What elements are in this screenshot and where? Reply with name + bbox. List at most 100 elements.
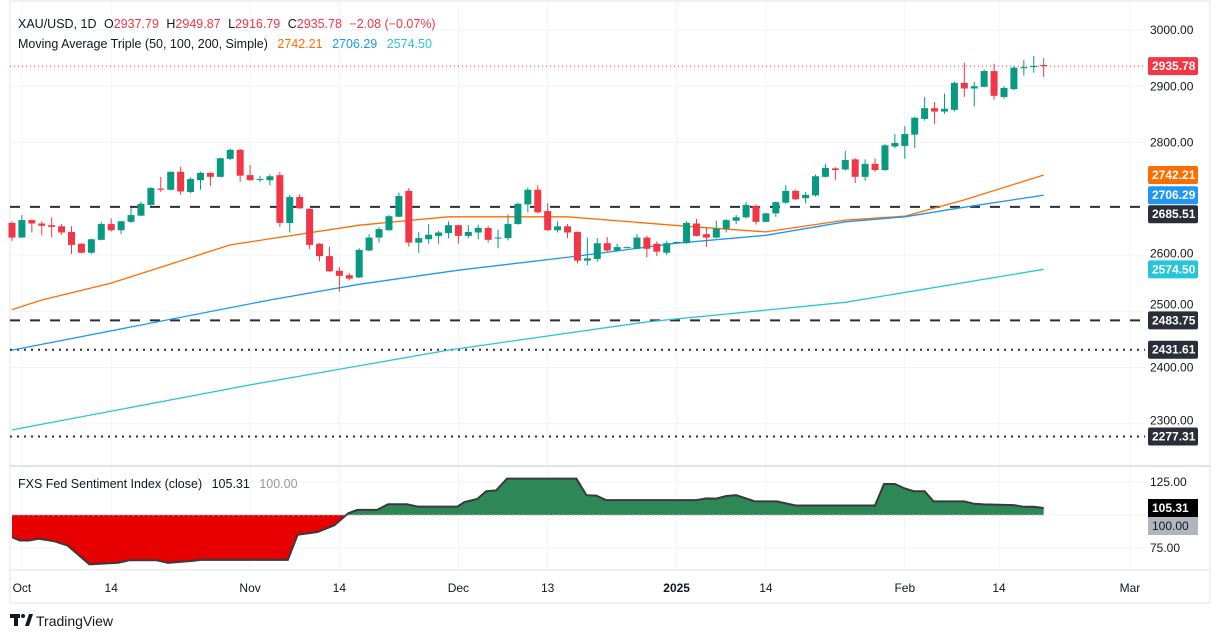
candle[interactable] [276,171,284,227]
candle[interactable] [603,237,611,252]
candle[interactable] [325,246,333,272]
symbol-label[interactable]: XAU/USD, 1D [18,17,97,31]
candle[interactable] [316,243,324,262]
candle[interactable] [206,172,214,186]
candle[interactable] [1040,58,1048,77]
candle[interactable] [573,231,581,264]
sentiment-line[interactable] [11,477,1044,566]
candle[interactable] [474,224,482,240]
candle[interactable] [782,185,790,204]
candle[interactable] [196,171,204,190]
candle[interactable] [643,235,651,258]
candle[interactable] [554,221,562,233]
candle[interactable] [335,266,343,292]
candle[interactable] [18,215,26,238]
price-tag[interactable]: 2431.61 [1148,340,1198,359]
candle[interactable] [216,157,224,178]
candle[interactable] [524,187,532,213]
candle[interactable] [851,158,859,183]
ma-line-ma200[interactable] [11,268,1044,431]
price-tag[interactable]: 2483.75 [1148,311,1198,330]
candle[interactable] [593,238,601,262]
candle[interactable] [673,241,681,244]
candle[interactable] [355,248,363,279]
candle[interactable] [167,171,175,191]
candle[interactable] [732,215,740,225]
candle[interactable] [921,96,929,121]
candle[interactable] [345,273,353,281]
candle[interactable] [494,229,502,249]
ma-indicator-label[interactable]: Moving Average Triple (50, 100, 200, Sim… [18,37,268,51]
price-tag[interactable]: 2706.29 [1148,186,1198,205]
price-tag[interactable]: 2935.78 [1148,57,1198,76]
candle[interactable] [484,225,492,243]
candle[interactable] [534,185,542,214]
candle[interactable] [692,219,700,237]
candle[interactable] [960,62,968,97]
candle[interactable] [544,203,552,231]
candle[interactable] [117,221,125,235]
candle[interactable] [58,224,66,235]
candle[interactable] [266,174,274,186]
price-tag[interactable]: 2277.31 [1148,427,1198,446]
candle[interactable] [583,237,591,266]
candle[interactable] [722,219,730,233]
candle[interactable] [712,220,720,239]
candle[interactable] [752,204,760,225]
candle[interactable] [405,188,413,247]
sentiment-value-tag[interactable]: 105.31 [1148,499,1198,517]
candle[interactable] [127,207,135,223]
candle[interactable] [881,144,889,171]
candle[interactable] [68,226,76,254]
candle[interactable] [385,215,393,231]
candle[interactable] [841,150,849,171]
candle[interactable] [792,189,800,200]
candle[interactable] [306,208,314,250]
candle[interactable] [97,221,105,241]
candle[interactable] [940,93,948,114]
candle[interactable] [970,81,978,107]
candle[interactable] [464,225,472,239]
candle[interactable] [147,186,155,206]
price-tag[interactable]: 2685.51 [1148,205,1198,224]
candle[interactable] [286,194,294,233]
candle[interactable] [425,224,433,244]
candle[interactable] [256,175,264,182]
candle[interactable] [435,230,443,244]
candle[interactable] [762,212,770,223]
candle[interactable] [77,243,85,254]
candle[interactable] [296,194,304,209]
candle[interactable] [831,167,839,181]
candle[interactable] [802,192,810,204]
price-tag[interactable]: 2742.21 [1148,166,1198,185]
candle[interactable] [1010,66,1018,91]
candle[interactable] [504,214,512,241]
candle[interactable] [990,63,998,100]
sentiment-baseline-tag[interactable]: 100.00 [1148,517,1198,535]
candle[interactable] [1000,86,1008,99]
candle[interactable] [812,174,820,197]
candle[interactable] [177,166,185,195]
candle[interactable] [891,134,899,149]
candle[interactable] [742,202,750,219]
candle[interactable] [564,224,572,239]
candle[interactable] [187,177,195,194]
price-axis[interactable]: 3000.00 2900.00 2800.00 2600.00 2500.00 2400.… [1148,23,1198,555]
candle[interactable] [395,192,403,218]
candle[interactable] [514,202,522,225]
tradingview-logo[interactable]: TradingView [10,613,114,629]
candle[interactable] [1030,55,1038,73]
candle[interactable] [663,240,671,255]
time-axis[interactable]: Oct 14 Nov 14 Dec 13 2025 14 Feb 14 Mar [13,581,1141,595]
candle[interactable] [87,238,95,254]
candle[interactable] [137,201,145,217]
price-tag[interactable]: 2574.50 [1148,260,1198,279]
candle[interactable] [653,241,661,257]
candle[interactable] [444,221,452,239]
candle[interactable] [107,218,115,232]
candle[interactable] [48,217,56,238]
candle[interactable] [821,163,829,178]
candle[interactable] [911,116,919,149]
candle[interactable] [226,148,234,160]
